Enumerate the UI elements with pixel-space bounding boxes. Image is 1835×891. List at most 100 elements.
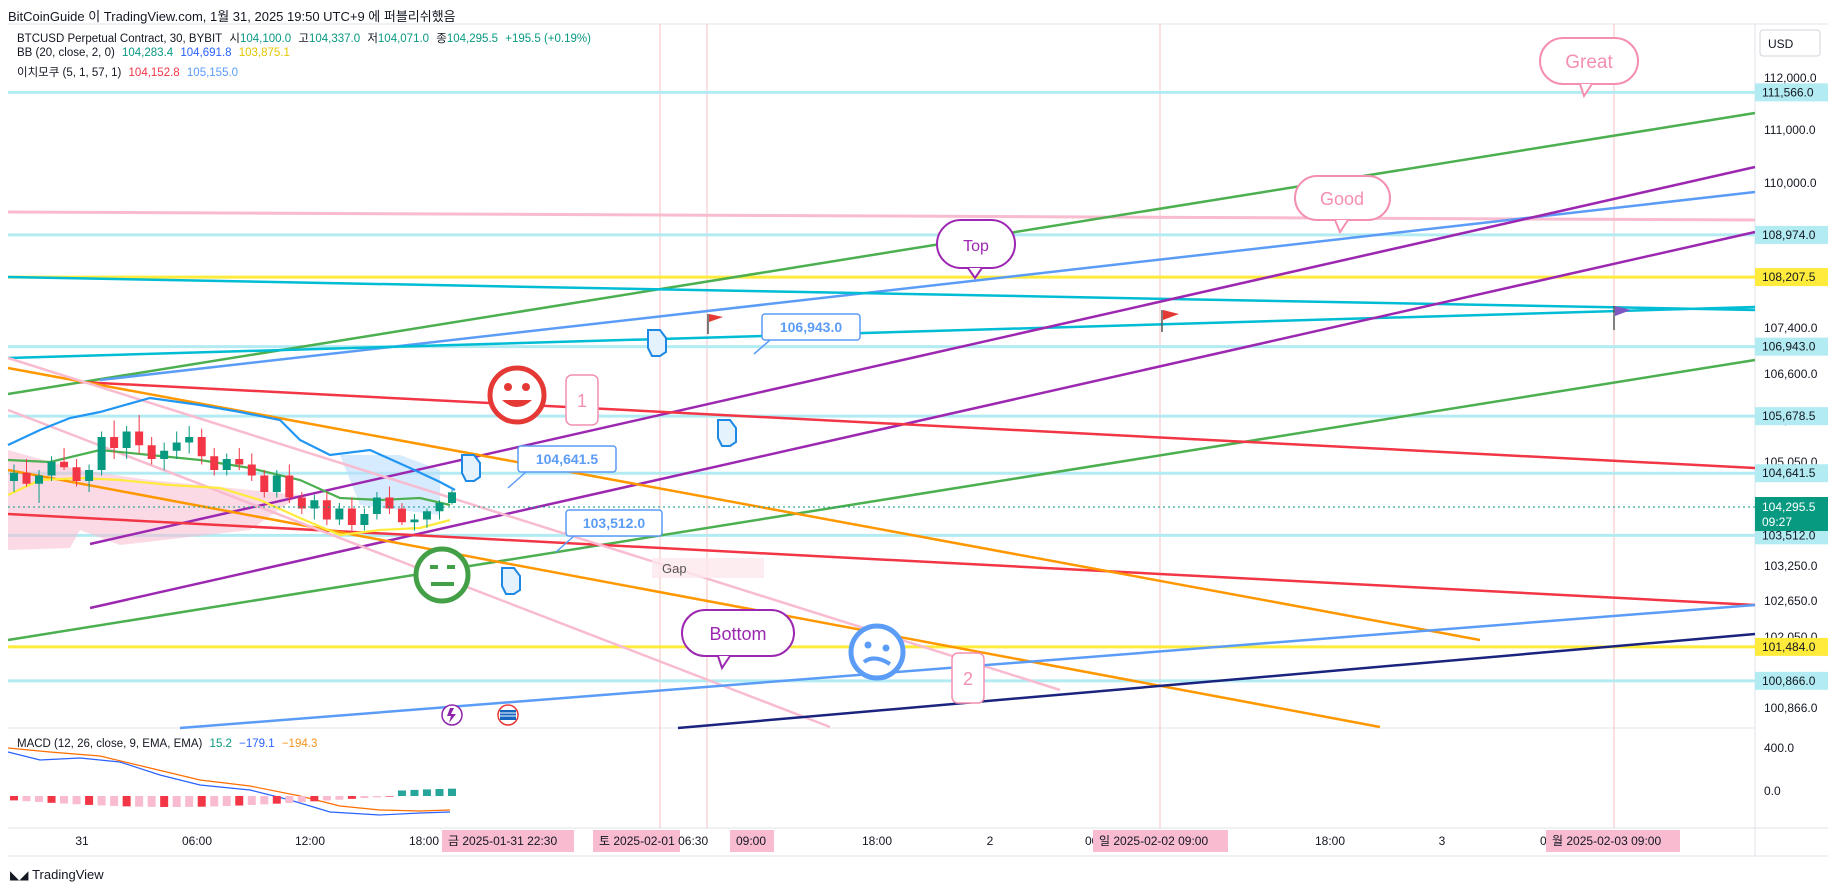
price-tag-label: 104,641.5 (1762, 466, 1816, 480)
pointing-hand-icon (461, 329, 737, 595)
time-highlight-label: 월 2025-02-03 09:00 (1552, 834, 1661, 848)
time-tick-label: 18:00 (1315, 834, 1345, 848)
tradingview-logo[interactable]: ◣◢ TradingView (10, 867, 104, 882)
symbol-name: BTCUSD Perpetual Contract, 30, BYBIT (17, 33, 223, 45)
macd-bar (247, 796, 256, 805)
svg-text:2: 2 (963, 669, 973, 689)
macd-bar (60, 796, 69, 804)
open-value: 104,100.0 (239, 33, 292, 45)
macd-bar (260, 796, 269, 805)
time-highlight-bg (593, 830, 680, 852)
close-value: 104,295.5 (446, 33, 499, 45)
open-label: 시 (229, 33, 240, 45)
svg-text:1: 1 (577, 391, 587, 411)
price-tag-bg (1755, 637, 1828, 656)
macd-bar (147, 796, 156, 807)
price-tag-label: 101,484.0 (1762, 640, 1816, 654)
macd-v3: −194.3 (281, 738, 318, 750)
price-axis[interactable]: 112,000.0 111,000.0 110,000.0 107,400.0 106,… (1764, 71, 1818, 715)
currency-button[interactable]: USD (1759, 29, 1821, 57)
macd-bar (97, 796, 106, 806)
candle-body (235, 459, 244, 465)
annotation-good-text: Good (1320, 189, 1364, 209)
trend-line-10 (7, 468, 1381, 729)
time-tick-label: 18:00 (409, 834, 439, 848)
price-tag-bg (1755, 268, 1828, 287)
event-icons[interactable] (441, 704, 519, 726)
price-tick-label: 111,000.0 (1764, 123, 1816, 137)
note-2[interactable]: 2 (951, 652, 985, 704)
time-axis[interactable]: 3106:0012:0018:0000:0006:0009:0018:00200… (75, 834, 1570, 848)
price-tick-label: 106,600.0 (1764, 367, 1818, 381)
trend-line-6 (7, 358, 1756, 642)
time-highlight-bg (1093, 830, 1228, 852)
svg-text:104,641.5: 104,641.5 (536, 451, 598, 467)
macd-bar (110, 796, 119, 806)
macd-axis: 400.0 0.0 (1764, 741, 1794, 798)
candle-body (160, 450, 169, 459)
macd-label: MACD (12, 26, close, 9, EMA, EMA) (17, 738, 203, 750)
annotation-top[interactable]: Top (936, 219, 1016, 280)
candles[interactable] (10, 415, 456, 531)
price-tag-label: 103,512.0 (1762, 528, 1816, 542)
publish-attribution: BitCoinGuide 이 TradingView.com, 1월 31, 2… (8, 9, 456, 24)
callout-104641[interactable]: 104,641.5 (507, 445, 617, 489)
annotation-bottom[interactable]: Bottom (681, 609, 795, 671)
bb-upper: 104,691.8 (180, 47, 232, 59)
macd-tick-label: 0.0 (1764, 784, 1781, 798)
ichimoku-v1: 104,152.8 (128, 67, 180, 79)
time-tick-label: 12:00 (295, 834, 325, 848)
note-1[interactable]: 1 (565, 374, 599, 426)
macd-bar (335, 796, 344, 800)
price-tag-label: 108,207.5 (1762, 270, 1816, 284)
symbol-legend: BTCUSD Perpetual Contract, 30, BYBIT 시10… (17, 30, 595, 46)
price-tag-label: 108,974.0 (1762, 228, 1816, 242)
candle-body (35, 475, 44, 484)
ichimoku-legend[interactable]: 이치모쿠 (5, 1, 57, 1) 104,152.8 105,155.0 (17, 64, 242, 80)
trend-lines[interactable] (7, 111, 1756, 730)
candle-body (422, 511, 431, 520)
horizontal-levels (7, 90, 1756, 683)
candle-body (185, 437, 194, 443)
candle-body (47, 461, 56, 476)
time-highlight-bg (730, 830, 774, 852)
price-tag-bg (1755, 337, 1828, 356)
candle-body (272, 475, 281, 492)
macd-bar (347, 796, 356, 799)
price-tags: 111,566.0 108,974.0 108,207.5 106,943.0 105,… (1755, 83, 1828, 690)
price-tick-label: 100,866.0 (1764, 701, 1818, 715)
annotation-good[interactable]: Good (1294, 175, 1391, 235)
macd-bar (210, 796, 219, 807)
trend-line-1 (99, 190, 1756, 382)
candle-body (10, 472, 18, 481)
bb-legend[interactable]: BB (20, close, 2, 0) 104,283.4 104,691.8… (17, 47, 294, 59)
candle-body (197, 437, 206, 457)
price-tick-label: 110,000.0 (1764, 176, 1817, 190)
confused-face-icon (848, 623, 906, 681)
macd-bar (448, 788, 456, 796)
macd-bar (85, 796, 94, 805)
macd-bar (397, 790, 406, 796)
candle-body (72, 467, 81, 481)
trend-line-5 (89, 230, 1756, 610)
macd-pane (7, 747, 451, 816)
time-highlight-label: 토 2025-02-01 06:30 (599, 834, 708, 848)
callout-103512[interactable]: 103,512.0 (555, 509, 663, 553)
ichimoku-v2: 105,155.0 (186, 67, 239, 79)
macd-bar (22, 796, 31, 802)
macd-legend[interactable]: MACD (12, 26, close, 9, EMA, EMA) 15.2 −… (17, 738, 321, 750)
callout-106943[interactable]: 106,943.0 (753, 313, 861, 355)
candle-body (310, 500, 319, 509)
candle-body (247, 464, 256, 476)
price-tick-label: 103,250.0 (1764, 559, 1818, 573)
time-highlight-bg (442, 830, 574, 852)
annotation-great[interactable]: Great (1539, 37, 1639, 99)
happy-face-icon (487, 365, 547, 425)
trend-line-9 (7, 366, 1481, 642)
candle-body (448, 492, 456, 503)
bb-basis: 104,283.4 (122, 47, 174, 59)
candle-body (172, 442, 181, 451)
svg-text:Gap: Gap (662, 561, 687, 576)
macd-bar (435, 788, 444, 796)
